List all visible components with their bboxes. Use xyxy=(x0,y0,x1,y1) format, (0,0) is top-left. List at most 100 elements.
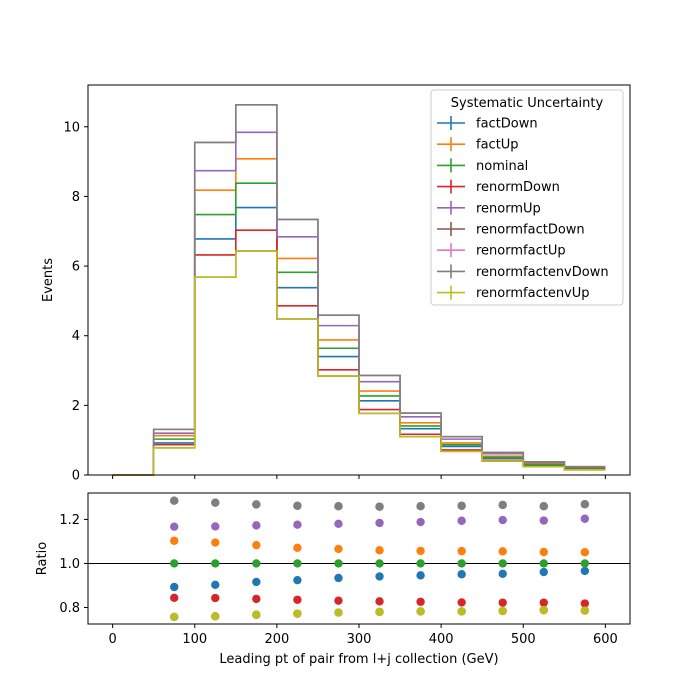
ratio-point-renormUp xyxy=(252,521,261,530)
ratio-y-tick-label: 1.2 xyxy=(59,513,80,528)
ratio-point-nominal xyxy=(375,559,384,568)
ratio-point-factUp xyxy=(457,546,466,556)
ratio-point-renormDown xyxy=(170,593,179,602)
ratio-point-renormfactenvDown xyxy=(457,501,466,510)
events-y-tick-label: 2 xyxy=(72,399,80,414)
legend-label-nominal: nominal xyxy=(476,159,528,174)
ratio-point-factUp xyxy=(498,547,507,556)
ratio-point-factDown xyxy=(170,582,179,592)
ratio-point-factDown xyxy=(457,570,466,579)
ratio-x-tick-label: 200 xyxy=(264,632,289,647)
ratio-point-factUp xyxy=(170,536,179,545)
ratio-point-renormDown xyxy=(375,597,384,606)
events-x-ticks xyxy=(112,475,606,479)
ratio-point-factUp xyxy=(252,540,261,550)
ratio-points-group xyxy=(170,496,590,622)
ratio-point-nominal xyxy=(211,559,220,568)
events-y-tick-label: 6 xyxy=(72,260,80,275)
ratio-point-renormfactenvUp xyxy=(498,606,507,616)
ratio-x-tick-label: 400 xyxy=(429,632,454,647)
ratio-point-nominal xyxy=(170,559,179,568)
ratio-point-factDown xyxy=(375,572,384,581)
events-panel: 0 2 4 6 8 10 Events Systematic Uncertainty fa… xyxy=(41,84,631,484)
ratio-point-renormfactenvDown xyxy=(293,501,302,510)
ratio-point-renormfactenvDown xyxy=(416,502,425,511)
ratio-panel: 0.8 1.0 1.2 0 100 200 300 400 500 600 Ratio Lead… xyxy=(35,492,631,667)
ratio-point-renormfactenvUp xyxy=(457,607,466,616)
ratio-point-factDown xyxy=(416,571,425,580)
legend-label-renormDown: renormDown xyxy=(476,180,560,195)
ratio-point-renormUp xyxy=(334,519,343,529)
ratio-point-factUp xyxy=(580,548,590,557)
ratio-point-factDown xyxy=(211,580,220,590)
ratio-point-renormDown xyxy=(416,597,425,606)
ratio-point-renormfactenvUp xyxy=(416,607,425,616)
ratio-point-renormfactenvUp xyxy=(375,607,384,617)
ratio-point-renormUp xyxy=(498,515,507,525)
x-axis-label: Leading pt of pair from l+j collection (… xyxy=(219,652,498,667)
legend-label-renormfactenvDown: renormfactenvDown xyxy=(476,265,609,280)
ratio-point-renormfactenvDown xyxy=(375,502,384,511)
ratio-y-axis-label: Ratio xyxy=(35,542,50,575)
ratio-point-nominal xyxy=(457,559,466,568)
ratio-y-tick-label: 0.8 xyxy=(59,601,80,616)
ratio-point-renormDown xyxy=(498,598,507,607)
legend-label-factDown: factDown xyxy=(476,117,538,132)
ratio-point-renormfactenvDown xyxy=(539,502,548,511)
events-y-axis: 0 2 4 6 8 10 xyxy=(63,120,88,484)
ratio-x-tick-label: 600 xyxy=(593,632,618,647)
ratio-point-renormUp xyxy=(211,522,220,531)
events-series-group xyxy=(112,104,606,476)
ratio-y-axis: 0.8 1.0 1.2 xyxy=(59,513,88,616)
ratio-point-renormUp xyxy=(293,520,302,529)
ratio-point-factUp xyxy=(539,547,548,557)
legend-box xyxy=(430,89,624,306)
ratio-point-nominal xyxy=(252,559,261,568)
ratio-point-renormfactenvUp xyxy=(539,605,548,615)
events-step-renormfactenvDown xyxy=(112,104,606,476)
ratio-point-nominal xyxy=(293,559,302,568)
legend-label-renormfactUp: renormfactUp xyxy=(476,244,566,259)
ratio-y-tick-label: 1.0 xyxy=(59,557,80,572)
legend-label-renormfactDown: renormfactDown xyxy=(476,223,585,238)
ratio-point-renormfactenvUp xyxy=(334,608,343,617)
ratio-point-factDown xyxy=(252,577,261,587)
ratio-point-renormfactenvUp xyxy=(293,609,302,618)
ratio-point-nominal xyxy=(539,559,548,568)
ratio-point-nominal xyxy=(498,559,507,568)
ratio-point-nominal xyxy=(580,559,590,568)
events-y-tick-label: 10 xyxy=(63,120,80,135)
ratio-point-factDown xyxy=(539,567,548,577)
ratio-point-factDown xyxy=(498,569,507,579)
events-y-tick-label: 4 xyxy=(72,329,80,344)
ratio-point-factUp xyxy=(375,546,384,555)
legend-title: Systematic Uncertainty xyxy=(451,96,604,111)
events-step-renormfactenvUp xyxy=(112,250,606,476)
ratio-point-renormfactenvDown xyxy=(334,502,343,511)
ratio-point-factUp xyxy=(334,544,343,554)
ratio-point-renormUp xyxy=(170,522,179,531)
ratio-point-renormDown xyxy=(211,593,220,603)
ratio-point-renormfactenvUp xyxy=(170,612,179,622)
legend: Systematic Uncertainty factDown factUp nom… xyxy=(430,89,624,306)
ratio-point-renormfactenvDown xyxy=(252,500,261,509)
ratio-point-factDown xyxy=(334,573,343,583)
ratio-x-tick-label: 300 xyxy=(347,632,372,647)
legend-label-renormUp: renormUp xyxy=(476,201,541,216)
ratio-point-renormUp xyxy=(539,516,548,525)
events-y-tick-label: 8 xyxy=(72,190,80,205)
ratio-point-factUp xyxy=(416,546,425,556)
ratio-x-tick-label: 500 xyxy=(511,632,536,647)
legend-label-factUp: factUp xyxy=(476,138,519,153)
ratio-x-axis: 0 100 200 300 400 500 600 xyxy=(108,624,618,647)
ratio-point-renormUp xyxy=(416,517,425,527)
ratio-point-factDown xyxy=(580,566,590,576)
ratio-point-factUp xyxy=(293,543,302,553)
ratio-x-tick-label: 0 xyxy=(108,632,116,647)
ratio-point-renormDown xyxy=(293,595,302,604)
ratio-point-renormDown xyxy=(457,598,466,607)
ratio-point-renormfactenvUp xyxy=(252,610,261,619)
ratio-point-renormfactenvUp xyxy=(211,612,220,621)
ratio-point-renormfactenvDown xyxy=(211,498,220,507)
